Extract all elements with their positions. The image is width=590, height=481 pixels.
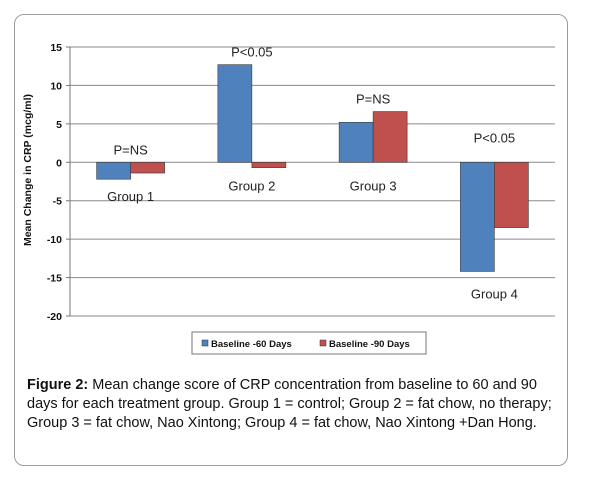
y-tick-label-5: -10	[47, 234, 62, 246]
bar-group-1-series-2	[130, 161, 165, 174]
bar-group-3-series-1	[338, 122, 374, 163]
bar-group-3-series-2	[372, 111, 408, 163]
annotation-3: P=NS	[356, 92, 391, 107]
legend-label-2: Baseline -90 Days	[329, 339, 410, 350]
bar-chart: 15 10 5 0 -5 -10 -15 -20 Group 1 P=NS Group 2 P<0.0…	[22, 42, 555, 355]
labels: 15 10 5 0 -5 -10 -15 -20 Group 1 P=NS Group 2 P<0.0…	[47, 42, 518, 323]
figure-caption: Figure 2: Mean change score of CRP conce…	[27, 376, 561, 433]
annotation-2: P<0.05	[231, 45, 273, 60]
y-tick-label-3: 0	[56, 157, 62, 169]
category-label-1: Group 1	[107, 189, 154, 204]
bar-group-4-series-1	[460, 161, 495, 272]
caption-label: Figure 2:	[27, 377, 89, 393]
legend: Baseline -60 Days Baseline -90 Days	[191, 331, 427, 355]
y-tick-label-6: -15	[47, 273, 62, 285]
annotation-1: P=NS	[113, 142, 148, 157]
bar-group-1-series-1	[96, 161, 131, 180]
caption-text: Mean change score of CRP concentration f…	[27, 377, 552, 431]
y-tick-label-1: 10	[50, 80, 62, 92]
category-label-4: Group 4	[471, 286, 518, 301]
annotation-4: P<0.05	[474, 130, 516, 145]
y-tick-label-2: 5	[56, 119, 62, 131]
category-label-2: Group 2	[228, 178, 275, 193]
bars	[96, 64, 529, 272]
y-tick-label-0: 15	[50, 42, 62, 54]
legend-swatch-1	[201, 339, 209, 347]
y-axis-label: Mean Change in CRP (mcg/ml)	[22, 94, 34, 246]
y-tick-label-7: -20	[47, 311, 62, 323]
legend-swatch-2	[319, 339, 327, 347]
bar-group-4-series-2	[494, 161, 529, 228]
bar-group-2-series-1	[217, 64, 253, 163]
y-tick-label-4: -5	[53, 196, 62, 208]
bar-group-2-series-2	[251, 161, 287, 168]
legend-box	[191, 331, 427, 355]
legend-label-1: Baseline -60 Days	[211, 339, 292, 350]
category-label-3: Group 3	[350, 178, 397, 193]
